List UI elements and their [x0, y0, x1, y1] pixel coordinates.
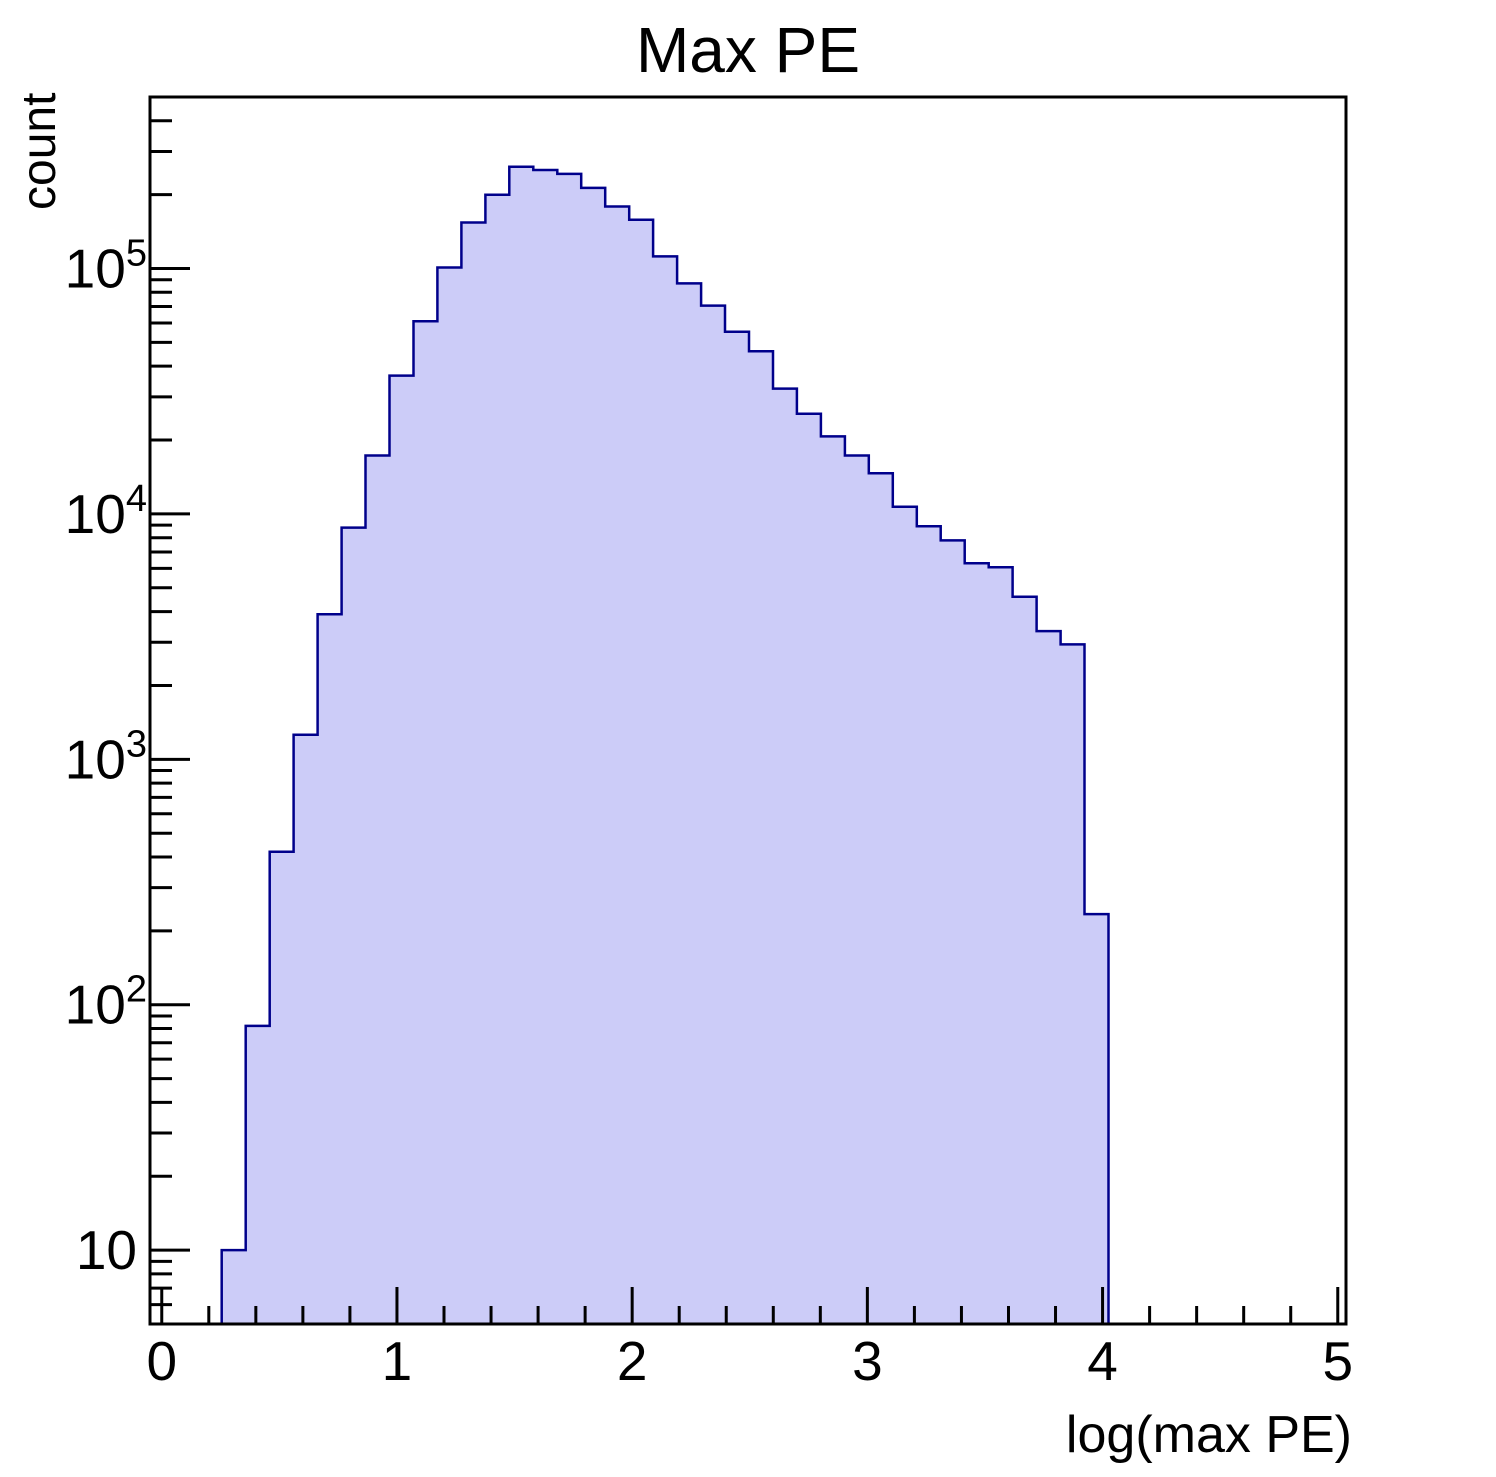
y-tick-label: 104	[65, 478, 147, 545]
x-axis-label: log(max PE)	[1066, 1406, 1352, 1464]
axis-ticks	[150, 119, 1340, 1324]
y-tick-label: 105	[65, 233, 147, 300]
y-tick-label: 10	[76, 1219, 137, 1281]
x-tick-label: 5	[1322, 1330, 1353, 1392]
y-tick-label: 102	[65, 969, 147, 1036]
x-tick-label: 0	[146, 1330, 177, 1392]
histogram-series	[220, 165, 1110, 1324]
y-axis-label: count	[13, 93, 66, 210]
x-tick-label: 3	[852, 1330, 883, 1392]
axis-tick-labels: 0 1 2 3 4 5 10 102 103 104 105	[65, 233, 1353, 1392]
plot-frame	[148, 95, 1348, 1326]
x-tick-label: 4	[1087, 1330, 1118, 1392]
histogram-area	[220, 165, 1110, 1324]
plot-frame-border	[148, 95, 1348, 1326]
chart-title: Max PE	[636, 14, 860, 86]
y-tick-label: 103	[65, 723, 147, 790]
x-tick-label: 2	[617, 1330, 648, 1392]
x-tick-label: 1	[382, 1330, 413, 1392]
